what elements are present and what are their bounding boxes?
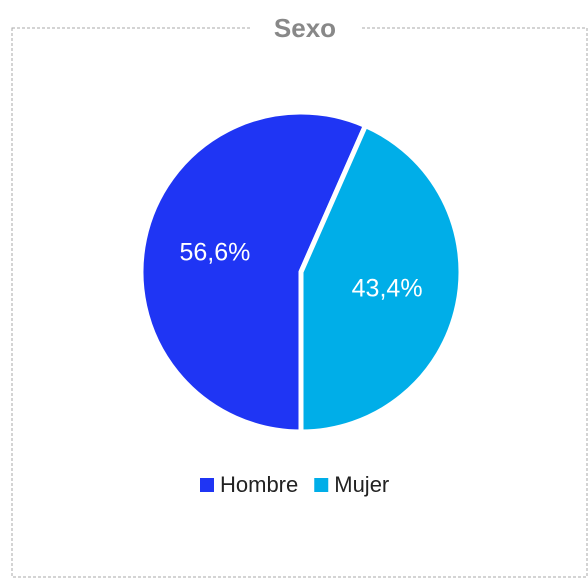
legend-label: Hombre [220,472,298,497]
legend-label: Mujer [334,472,389,497]
legend-swatch [200,478,214,492]
data-label: 43,4% [352,275,423,303]
pie-slice [138,109,368,435]
data-label: 56,6% [179,238,250,266]
title-backdrop [250,14,360,44]
pie-slice [298,123,464,435]
chart-title: Sexo [274,13,336,43]
legend-swatch [314,478,329,492]
